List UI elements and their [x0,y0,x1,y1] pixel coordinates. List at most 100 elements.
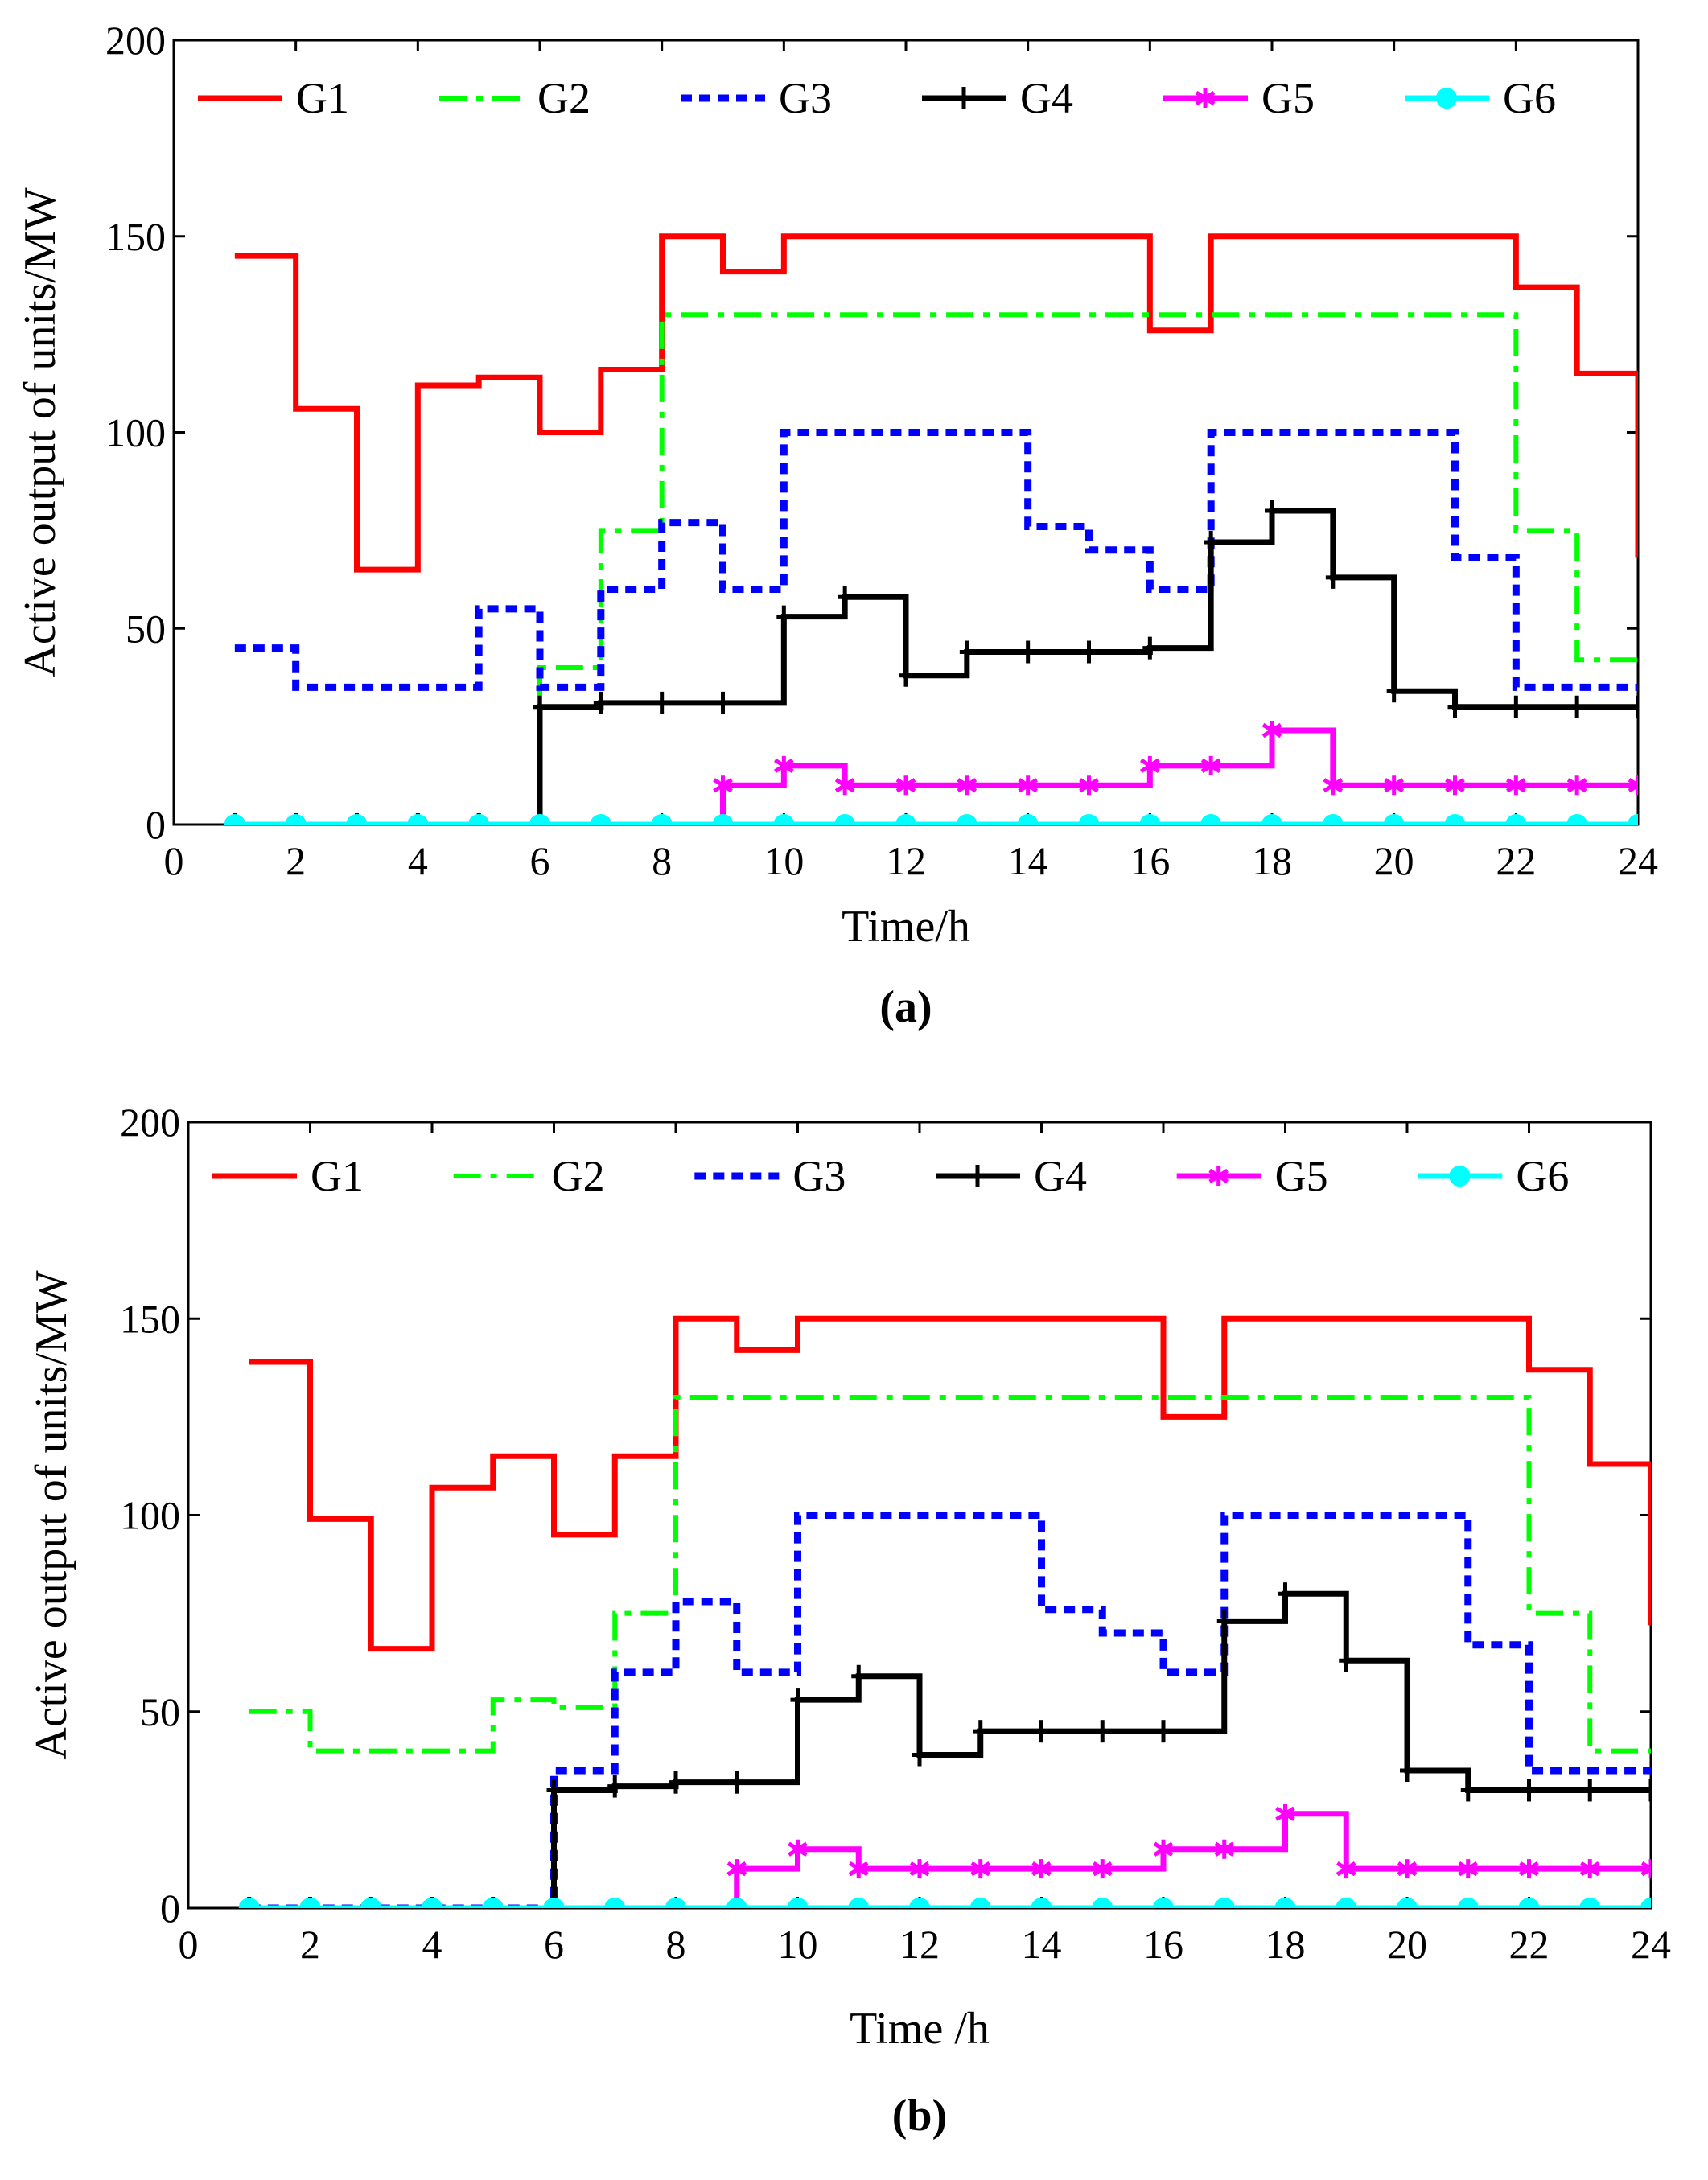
series-g5-point [1628,775,1638,796]
series-g6-point [1031,1898,1052,1908]
series-g6-point [543,1898,565,1908]
legend-label: G5 [1261,74,1315,122]
x-tick-label: 24 [1618,838,1658,883]
series-g6-point [1153,1898,1174,1908]
series-g6-point [1139,814,1161,825]
series-g5-point [909,1859,930,1879]
series-g5 [239,1804,1651,1908]
x-tick-label: 2 [286,838,306,883]
series-g6-point [407,814,429,825]
series-g6-point [1640,1898,1651,1908]
y-tick-label: 100 [120,1493,180,1538]
legend-label: G4 [1020,74,1073,122]
x-tick-label: 10 [763,838,804,883]
series-g6-point [665,1898,686,1908]
x-tick-label: 18 [1252,838,1292,883]
series-g6-point [422,1898,442,1908]
series-g6-point [787,1898,809,1908]
series-g3 [234,429,1638,691]
series-g6-point [1261,814,1282,825]
x-tick-label: 6 [544,1922,564,1967]
series-g6-point [1579,1898,1601,1908]
x-tick-label: 12 [899,1922,940,1967]
series-g1 [234,233,1638,573]
series-g6-point [1566,814,1588,825]
legend-item-g3: G3 [681,74,832,122]
series-g5-point [1018,775,1039,796]
series-g6-point [909,1898,930,1908]
series-g6-point [1444,814,1466,825]
legend-item-g3: G3 [694,1152,846,1200]
y-tick-label: 50 [140,1689,180,1734]
legend: G1 G2 G3 G4 G5 G6 [198,74,1556,122]
series-g5-point [848,1859,869,1879]
series-g6-point [1274,1898,1296,1908]
series-g5-point [1153,1839,1174,1859]
legend-item-g4: G4 [922,74,1073,122]
x-tick-label: 6 [530,838,550,883]
legend-label: G4 [1034,1152,1087,1200]
series-g4 [241,1582,1651,1908]
legend-marker [1449,1166,1471,1187]
x-tick-label: 2 [300,1922,320,1967]
y-axis-label: Active output of units/MW [15,187,65,677]
x-tick-label: 18 [1266,1922,1306,1967]
series-g5-point [1092,1859,1113,1879]
series-g6-point [1383,814,1405,825]
y-axis-label: Active output of units/MW [27,1270,76,1759]
legend-item-g4: G4 [936,1152,1087,1200]
legend-item-g2: G2 [439,74,591,122]
panel-caption: (a) [879,982,932,1032]
series-g6-point [773,814,795,825]
series-g6-point [1213,1898,1235,1908]
series-g5-point [1139,755,1160,775]
series-g5-point [834,775,855,796]
series-g5-point [1079,775,1099,796]
y-tick-label: 200 [120,1100,180,1145]
series-g6-point [1457,1898,1479,1908]
series-g5-point [1566,775,1587,796]
series-g5-point [1579,1859,1600,1879]
series-g6-point [712,814,734,825]
x-tick-label: 24 [1631,1922,1671,1967]
series-g5-point [1397,1859,1418,1879]
legend-marker [1208,1166,1229,1186]
series-g5-point [970,1859,991,1879]
series-g4-line [234,508,1638,825]
series-g5-point [1261,721,1282,740]
series-g6-point [1505,814,1527,825]
series-g6-point [969,1898,991,1908]
y-tick-label: 100 [105,410,166,455]
series-g5-point [1336,1859,1356,1879]
x-axis-label: Time/h [842,902,970,952]
series-g5-point [713,775,733,796]
series-g6-point [590,814,611,825]
series-g6 [238,1898,1651,1908]
series-g5-point [1519,1859,1539,1879]
series-g6-point [1322,814,1344,825]
series-g6-point [848,1898,870,1908]
y-tick-label: 200 [105,18,166,63]
series-g5-point [1275,1804,1295,1824]
series-g6-point [1017,814,1039,825]
data-layer [224,233,1638,825]
series-g6 [224,814,1638,825]
x-tick-label: 14 [1008,838,1048,883]
legend-item-g6: G6 [1405,74,1556,122]
series-g6-point [285,814,307,825]
series-g6-point [1397,1898,1418,1908]
series-g2-line [234,312,1638,825]
x-tick-label: 14 [1022,1922,1062,1967]
legend-item-g2: G2 [453,1152,605,1200]
series-g6-point [346,814,368,825]
x-tick-label: 4 [408,838,428,883]
series-g5-point [1323,775,1344,796]
legend-label: G3 [792,1152,846,1200]
series-g6-point [1628,814,1638,825]
x-tick-label: 10 [778,1922,818,1967]
legend-item-g6: G6 [1418,1152,1569,1200]
x-tick-label: 20 [1387,1922,1427,1967]
x-tick-label: 8 [666,1922,686,1967]
